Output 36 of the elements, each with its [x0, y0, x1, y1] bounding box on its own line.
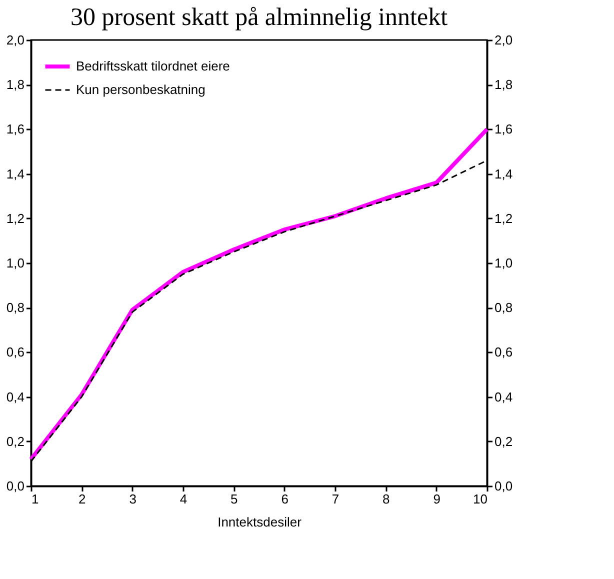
x-tick-label: 4	[180, 492, 188, 506]
y-tick-label: 1,0	[6, 256, 24, 270]
y2-tick-label: 1,0	[494, 256, 513, 270]
x-tick-label: 3	[129, 492, 136, 506]
y-tick-label: 0,0	[6, 478, 24, 494]
y2-tick-label: 0,2	[494, 434, 513, 449]
y-tick-label: 1,2	[6, 210, 24, 226]
y-tick-label: 0,2	[6, 434, 24, 449]
x-tick-label: 9	[433, 492, 440, 506]
y2-tick-label: 0,0	[494, 478, 513, 494]
x-tick-label: 1	[32, 492, 39, 506]
y-tick-label: 0,4	[6, 389, 24, 404]
x-tick-label: 10	[473, 492, 488, 506]
x-tick-label: 8	[382, 492, 390, 506]
y-tick-label: 1,6	[6, 122, 24, 137]
y2-tick-label: 2,0	[494, 32, 513, 48]
x-tick-label: 6	[281, 492, 288, 506]
y2-tick-label: 1,4	[494, 166, 513, 182]
y2-tick-label: 1,8	[494, 77, 513, 92]
y2-tick-label: 0,6	[494, 344, 513, 360]
legend-label: Bedriftsskatt tilordnet eiere	[76, 58, 230, 74]
x-tick-label: 2	[78, 492, 86, 506]
y-tick-label: 0,6	[6, 344, 24, 360]
y2-tick-label: 0,8	[494, 300, 513, 316]
y-tick-label: 1,8	[6, 77, 24, 92]
chart-title: 30 prosent skatt på alminnelig inntekt	[70, 4, 448, 31]
y-tick-label: 2,0	[6, 32, 24, 48]
legend-label: Kun personbeskatning	[76, 82, 206, 97]
y-tick-label: 0,8	[6, 300, 24, 316]
y2-tick-label: 0,4	[494, 389, 513, 404]
x-tick-label: 7	[332, 492, 340, 506]
y-tick-label: 1,4	[6, 166, 24, 182]
y2-tick-label: 1,6	[494, 122, 513, 137]
x-axis-title: Inntektsdesiler	[218, 514, 302, 530]
x-tick-label: 5	[230, 492, 238, 506]
y2-tick-label: 1,2	[494, 210, 513, 226]
